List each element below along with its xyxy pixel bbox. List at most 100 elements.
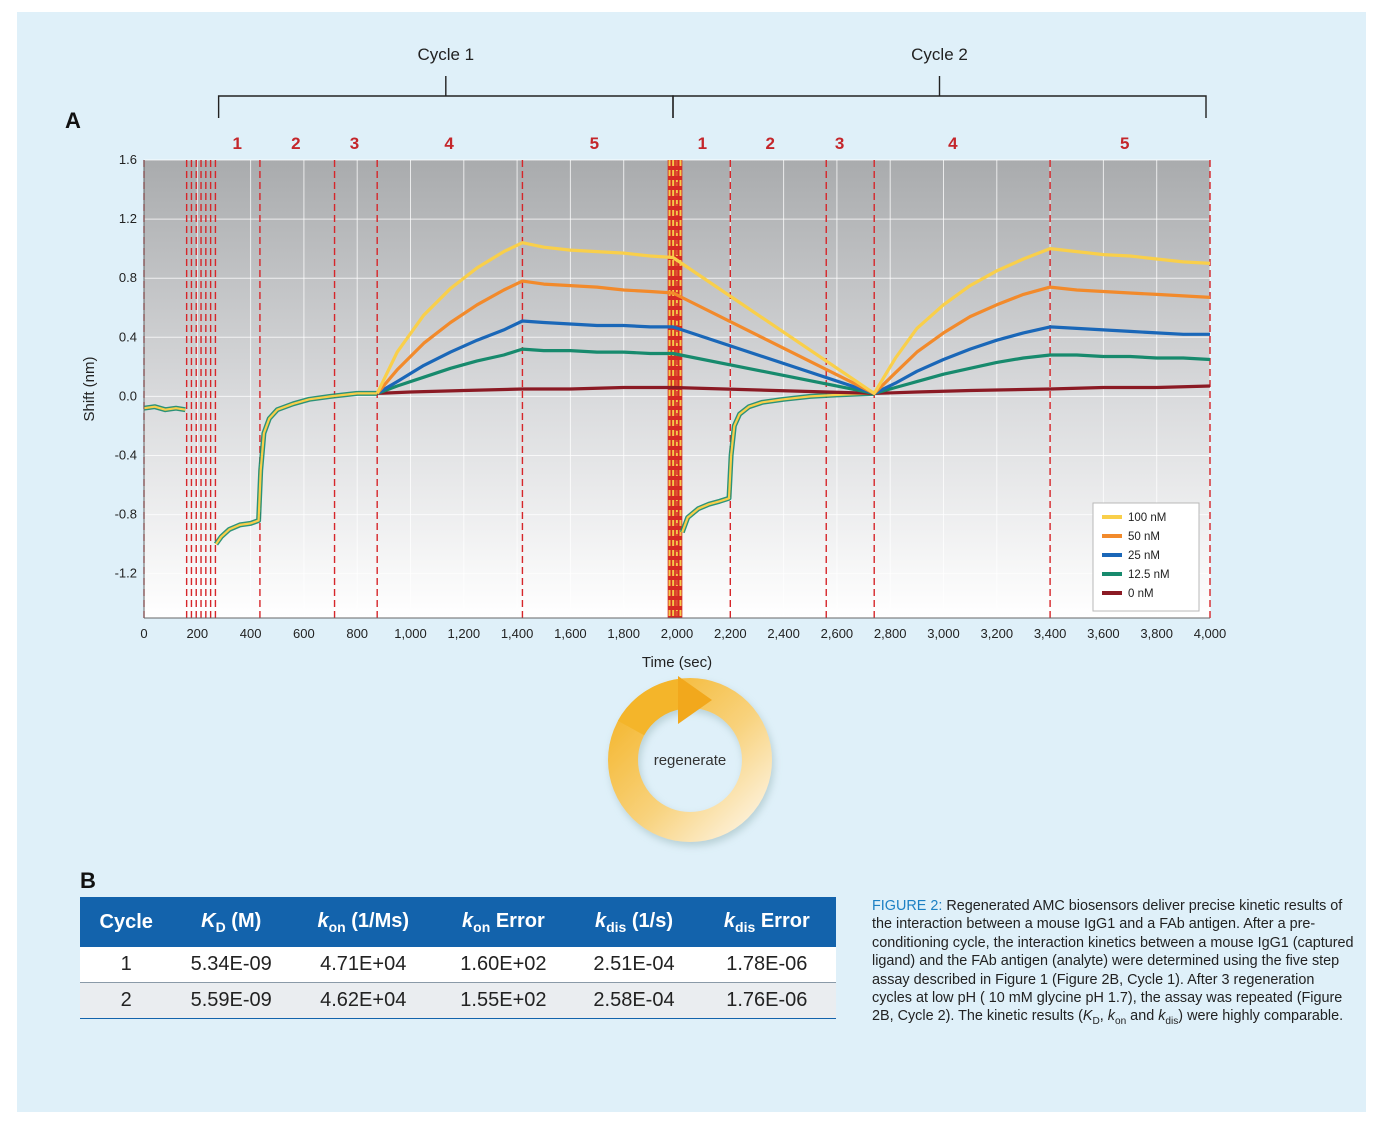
caption-end: ) were highly comparable. — [1178, 1008, 1344, 1025]
header-symbol: k — [462, 909, 474, 932]
y-axis-label: Shift (nm) — [81, 356, 98, 421]
x-tick-label: 2,400 — [767, 626, 800, 641]
step-label: 2 — [766, 134, 775, 153]
header-symbol: K — [201, 909, 216, 932]
legend-label: 0 nM — [1128, 588, 1154, 600]
header-symbol: k — [723, 909, 736, 932]
table-header-cell: kon (1/Ms) — [290, 897, 437, 947]
header-symbol: k — [317, 909, 329, 932]
table-header-row: Cycle KD (M) kon (1/Ms) kon Error kdis (1/s)… — [80, 897, 836, 947]
table-header-cell: kon Error — [436, 897, 571, 947]
x-tick-label: 3,400 — [1034, 626, 1067, 641]
x-tick-label: 2,800 — [874, 626, 907, 641]
y-tick-label: 0.0 — [119, 388, 137, 403]
table-row: 2 5.59E-09 4.62E+04 1.55E+02 2.58E-04 1.76E-0… — [80, 982, 836, 1019]
step-label: 2 — [291, 134, 300, 153]
y-tick-label: -0.4 — [115, 447, 137, 462]
x-tick-label: 2,600 — [821, 626, 854, 641]
caption-text: Regenerated AMC biosensors deliver preci… — [872, 898, 1354, 1025]
y-tick-label: 1.6 — [119, 152, 137, 167]
x-tick-label: 3,800 — [1140, 626, 1173, 641]
baseline-trace-overlay — [215, 392, 378, 545]
x-tick-label: 0 — [140, 626, 147, 641]
table-cell: 1.76E-06 — [697, 982, 836, 1019]
caption-sep1: , — [1099, 1008, 1108, 1025]
cycle-label: Cycle 1 — [417, 45, 474, 64]
table-cell: 2 — [80, 982, 173, 1019]
step-label: 3 — [835, 134, 844, 153]
figure-caption: FIGURE 2: Regenerated AMC biosensors del… — [872, 897, 1357, 1032]
x-tick-label: 3,600 — [1087, 626, 1120, 641]
header-subscript: D — [215, 918, 226, 935]
table-header-cell: kdis (1/s) — [570, 897, 698, 947]
table-cell: 1.55E+02 — [436, 982, 571, 1019]
table-cell: 5.59E-09 — [172, 982, 291, 1019]
table-row: 1 5.34E-09 4.71E+04 1.60E+02 2.51E-04 1.78E-0… — [80, 947, 836, 983]
x-tick-label: 1,000 — [394, 626, 427, 641]
x-tick-label: 800 — [346, 626, 368, 641]
regenerate-label: regenerate — [654, 752, 727, 769]
series-line-0-nm — [377, 384, 1211, 395]
table-cell: 2.58E-04 — [570, 982, 698, 1019]
cycle-bracket — [672, 76, 1207, 118]
baseline-trace-overlay — [681, 392, 875, 533]
x-tick-label: 1,200 — [448, 626, 481, 641]
table-header-cell: Cycle — [80, 897, 173, 947]
step-label: 4 — [444, 134, 454, 153]
table-cell: 1.78E-06 — [697, 947, 836, 983]
x-tick-label: 400 — [240, 626, 262, 641]
y-tick-label: -1.2 — [115, 566, 137, 581]
table-cell: 2.51E-04 — [570, 947, 698, 983]
cycle-label: Cycle 2 — [911, 45, 968, 64]
x-tick-label: 200 — [186, 626, 208, 641]
header-subscript: on — [328, 918, 346, 935]
step-label: 1 — [233, 134, 242, 153]
caption-kdis: k — [1158, 1008, 1166, 1025]
table-cell: 1 — [80, 947, 173, 983]
caption-kd: K — [1082, 1008, 1093, 1025]
table-cell: 4.62E+04 — [290, 982, 437, 1019]
header-subscript: on — [473, 918, 491, 935]
header-subscript: dis — [735, 918, 756, 935]
legend-label: 50 nM — [1128, 531, 1160, 543]
step-label: 5 — [590, 134, 599, 153]
caption-kd-sub: D — [1092, 1016, 1100, 1028]
x-tick-label: 2,200 — [714, 626, 747, 641]
x-tick-label: 3,200 — [981, 626, 1014, 641]
x-tick-label: 1,800 — [607, 626, 640, 641]
caption-figure-number: FIGURE 2: — [872, 898, 943, 914]
y-tick-label: 0.4 — [119, 329, 137, 344]
table-cell: 5.34E-09 — [172, 947, 291, 983]
table-header-cell: kdis Error — [697, 897, 836, 947]
x-tick-label: 1,600 — [554, 626, 587, 641]
x-tick-label: 1,400 — [501, 626, 534, 641]
y-tick-label: 1.2 — [119, 211, 137, 226]
x-tick-label: 4,000 — [1194, 626, 1227, 641]
step-label: 1 — [698, 134, 707, 153]
caption-kdis-sub: dis — [1165, 1016, 1179, 1028]
legend-label: 100 nM — [1128, 512, 1166, 524]
legend-label: 12.5 nM — [1128, 569, 1170, 581]
table-cell: 4.71E+04 — [290, 947, 437, 983]
step-label: 5 — [1120, 134, 1129, 153]
caption-kon: k — [1107, 1008, 1115, 1025]
cycle-bracket — [217, 76, 674, 118]
header-subscript: dis — [606, 918, 627, 935]
x-tick-label: 3,000 — [927, 626, 960, 641]
header-symbol: k — [594, 909, 607, 932]
table-header-cell: KD (M) — [172, 897, 291, 947]
baseline-trace-overlay — [143, 405, 186, 411]
step-label: 3 — [350, 134, 359, 153]
y-tick-label: 0.8 — [119, 270, 137, 285]
y-tick-label: -0.8 — [115, 507, 137, 522]
x-tick-label: 600 — [293, 626, 315, 641]
table-cell: 1.60E+02 — [436, 947, 571, 983]
x-tick-label: 2,000 — [661, 626, 694, 641]
x-axis-label: Time (sec) — [642, 654, 712, 671]
kinetics-table: Cycle KD (M) kon (1/Ms) kon Error kdis (1/s)… — [80, 897, 836, 1019]
regenerate-cycle-icon: regenerate — [608, 676, 772, 842]
arrow-head-icon — [678, 676, 712, 724]
caption-kon-sub: on — [1114, 1016, 1127, 1028]
panel-label-b: B — [80, 868, 96, 893]
